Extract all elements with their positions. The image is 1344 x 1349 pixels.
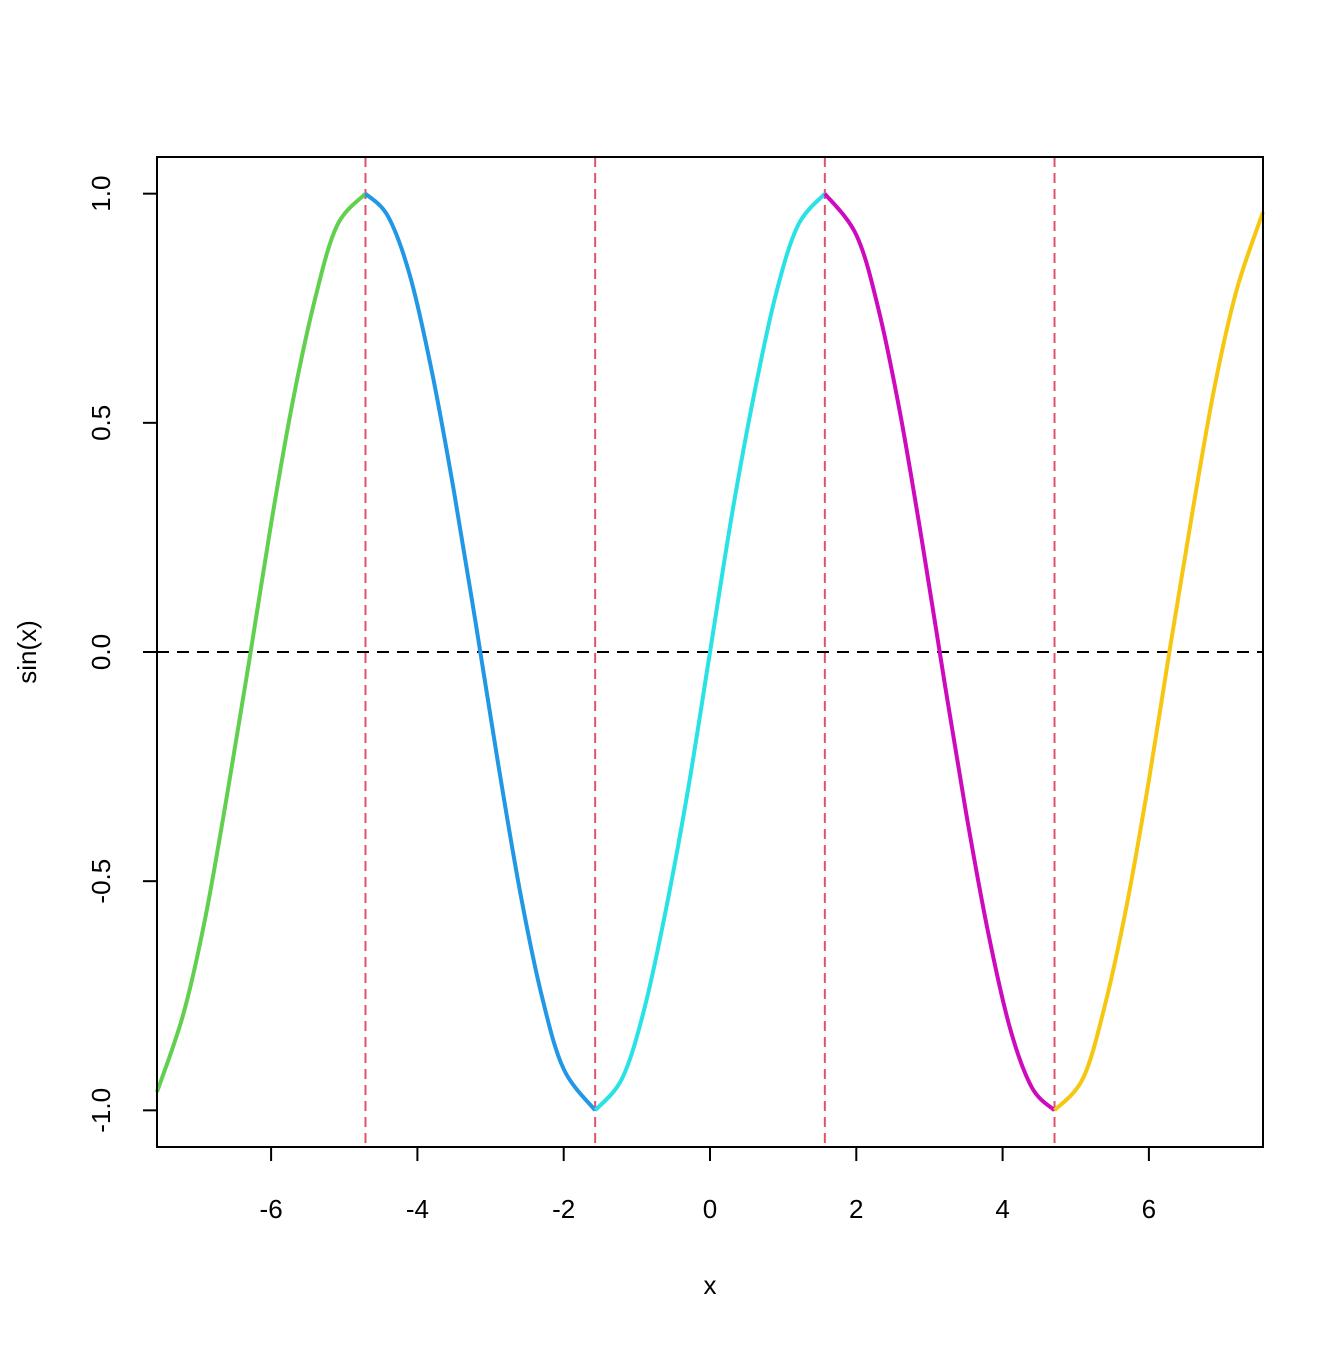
y-tick-label: -0.5 <box>86 859 116 904</box>
y-tick-label: 1.0 <box>86 176 116 212</box>
y-tick-label: 0.0 <box>86 634 116 670</box>
x-tick-label: 4 <box>995 1194 1009 1224</box>
x-tick-label: 0 <box>703 1194 717 1224</box>
x-tick-label: 2 <box>849 1194 863 1224</box>
series-line <box>1053 211 1265 1112</box>
x-tick-label: -2 <box>552 1194 575 1224</box>
y-tick-label: -1.0 <box>86 1088 116 1133</box>
x-tick-label: 6 <box>1142 1194 1156 1224</box>
series-line <box>364 192 597 1112</box>
x-tick-label: -6 <box>260 1194 283 1224</box>
x-axis-title: x <box>704 1270 717 1300</box>
x-tick-label: -4 <box>406 1194 429 1224</box>
series-line <box>593 192 827 1112</box>
y-tick-label: 0.5 <box>86 405 116 441</box>
series-line <box>823 192 1056 1112</box>
y-axis-title: sin(x) <box>12 620 42 684</box>
series-line <box>155 192 367 1093</box>
